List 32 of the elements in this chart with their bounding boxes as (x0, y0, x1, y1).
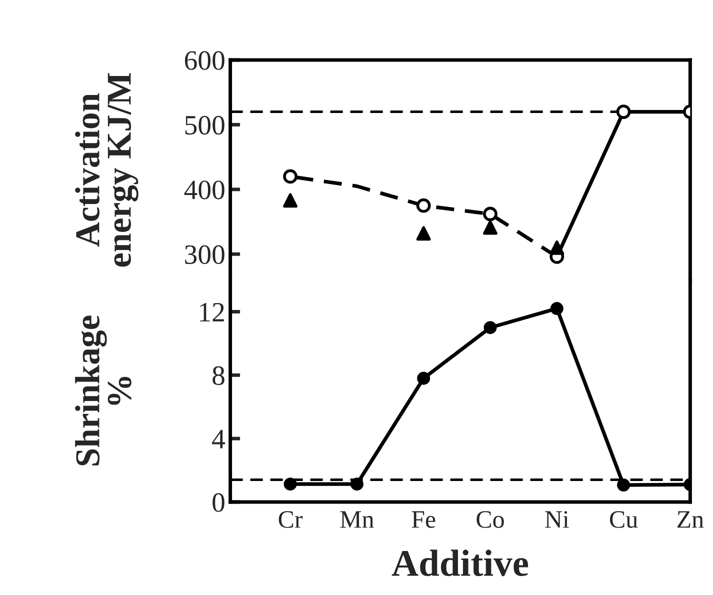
y-tick-label: 300 (185, 245, 224, 264)
y-tick-label: 8 (212, 366, 224, 386)
point (550, 302, 564, 316)
x-tick-label: Zn (677, 511, 704, 528)
point (616, 104, 631, 119)
y-tick-label: 12 (200, 302, 224, 322)
x-tick-label: Fe (412, 511, 436, 528)
point (416, 198, 431, 213)
point (284, 478, 297, 491)
point (350, 478, 364, 491)
y-tick-label: 500 (185, 116, 224, 135)
point (483, 220, 498, 235)
x-tick-label: Cr (278, 511, 303, 528)
point (484, 321, 497, 334)
point (617, 478, 630, 492)
x-tick-label: Ni (545, 511, 569, 528)
point (417, 372, 430, 385)
point (483, 206, 498, 222)
y-tick-label: 0 (212, 493, 224, 512)
point (283, 169, 298, 184)
y-tick-label: 400 (184, 180, 224, 200)
y-tick-label: 600 (184, 51, 224, 70)
x-tick-label: Cu (610, 511, 638, 528)
x-tick-label: Mn (340, 511, 374, 528)
point (416, 226, 431, 241)
x-tick-label: Co (476, 511, 504, 528)
x-axis-title: Additive (392, 550, 528, 576)
y-axis-title: Shrinkage % (75, 316, 132, 466)
y-tick-label: 4 (212, 430, 226, 448)
y-axis-title: Activation energy KJ/M (75, 73, 138, 267)
point (283, 193, 298, 208)
point (550, 240, 564, 255)
